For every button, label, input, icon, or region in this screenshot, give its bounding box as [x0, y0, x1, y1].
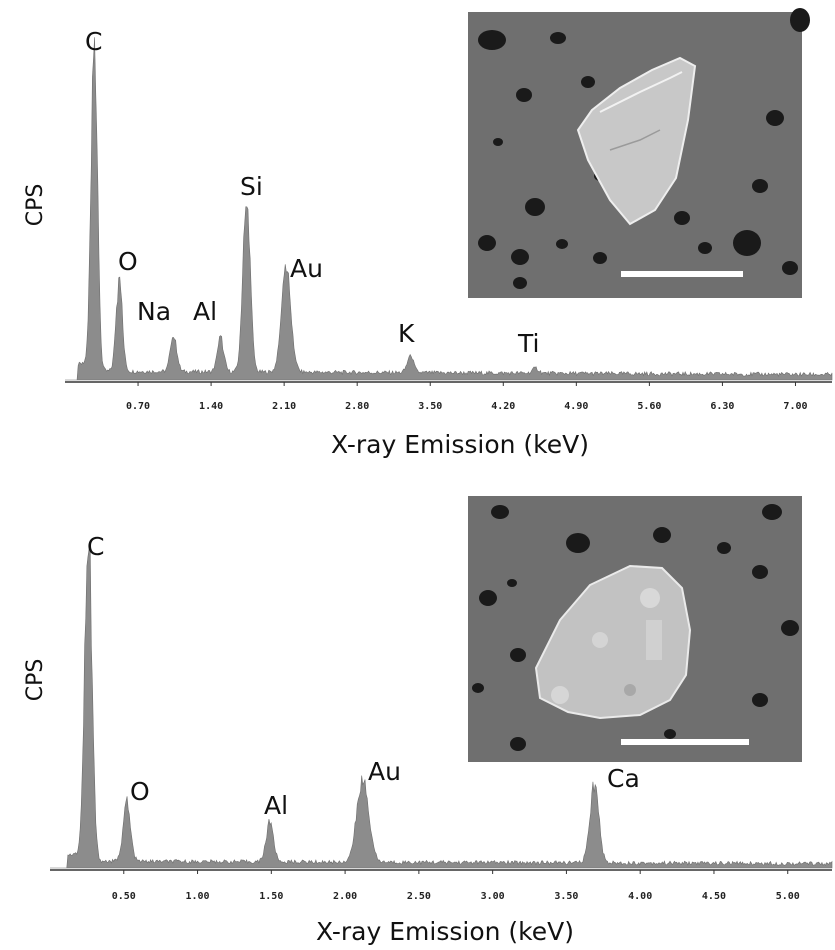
bot-tick-label: 2.50 [407, 891, 431, 902]
top-tick-label: 0.70 [126, 401, 150, 412]
top-sem-pores [478, 8, 810, 289]
bottom-ylabel: CPS [23, 659, 48, 702]
top-sem-inset [468, 8, 810, 298]
top-peak-label-k: K [398, 319, 415, 348]
bot-peak-label-o: O [130, 777, 150, 806]
bottom-scale-bar [621, 739, 749, 745]
bot-peak-label-c: C [87, 532, 104, 561]
top-tick-label: 7.00 [783, 401, 807, 412]
bot-tick-label: 3.00 [481, 891, 505, 902]
bot-tick-label: 4.50 [702, 891, 726, 902]
top-spectrum-trace [65, 37, 833, 381]
top-x-ticks: 0.70 1.40 2.10 2.80 3.50 4.20 4.90 5.60 6.30 7.00 [126, 382, 808, 412]
top-spectrum-area [65, 37, 833, 381]
top-tick-label: 1.40 [199, 401, 223, 412]
bottom-x-ticks: 0.50 1.00 1.50 2.00 2.50 3.00 3.50 4.00 4.50 5.00 [112, 870, 800, 902]
bottom-spectrum-area [50, 545, 833, 869]
top-peak-label-au: Au [290, 254, 323, 283]
top-tick-label: 2.80 [345, 401, 369, 412]
top-tick-label: 4.90 [564, 401, 588, 412]
bot-tick-label: 1.50 [259, 891, 283, 902]
bot-tick-label: 3.50 [554, 891, 578, 902]
top-tick-label: 2.10 [272, 401, 296, 412]
top-peak-label-o: O [118, 247, 138, 276]
bottom-xlabel: X-ray Emission (keV) [316, 917, 574, 946]
bot-tick-label: 5.00 [776, 891, 800, 902]
bot-peak-label-ca: Ca [607, 764, 640, 793]
bot-tick-label: 2.00 [333, 891, 357, 902]
top-scale-bar [621, 271, 743, 277]
top-peak-labels: C O Na Al Si Au K Ti [85, 27, 539, 358]
top-xlabel: X-ray Emission (keV) [331, 430, 589, 459]
top-tick-label: 4.20 [491, 401, 515, 412]
top-peak-label-ti: Ti [517, 329, 539, 358]
top-tick-label: 6.30 [710, 401, 734, 412]
top-tick-label: 5.60 [637, 401, 661, 412]
top-peak-label-al: Al [193, 297, 217, 326]
bot-tick-label: 4.00 [628, 891, 652, 902]
top-peak-label-si: Si [240, 172, 263, 201]
bot-peak-label-au: Au [368, 757, 401, 786]
bottom-peak-labels: C O Al Au Ca [87, 532, 640, 820]
top-tick-label: 3.50 [418, 401, 442, 412]
top-spectrum-panel: CPS 0.70 1.40 2.10 2.80 3.50 4.20 4.90 5.60 6.30… [23, 8, 833, 459]
bottom-sem-pores [472, 504, 799, 751]
bot-tick-label: 1.00 [186, 891, 210, 902]
top-peak-label-c: C [85, 27, 102, 56]
top-peak-label-na: Na [137, 297, 171, 326]
bot-peak-label-al: Al [264, 791, 288, 820]
top-ylabel: CPS [23, 184, 48, 227]
bottom-sem-inset [468, 496, 802, 762]
bot-tick-label: 0.50 [112, 891, 136, 902]
bot-spectrum-trace [50, 545, 833, 869]
bottom-spectrum-panel: CPS 0.50 1.00 1.50 2.00 2.50 3.00 3.50 4.00 4.50… [23, 496, 833, 946]
